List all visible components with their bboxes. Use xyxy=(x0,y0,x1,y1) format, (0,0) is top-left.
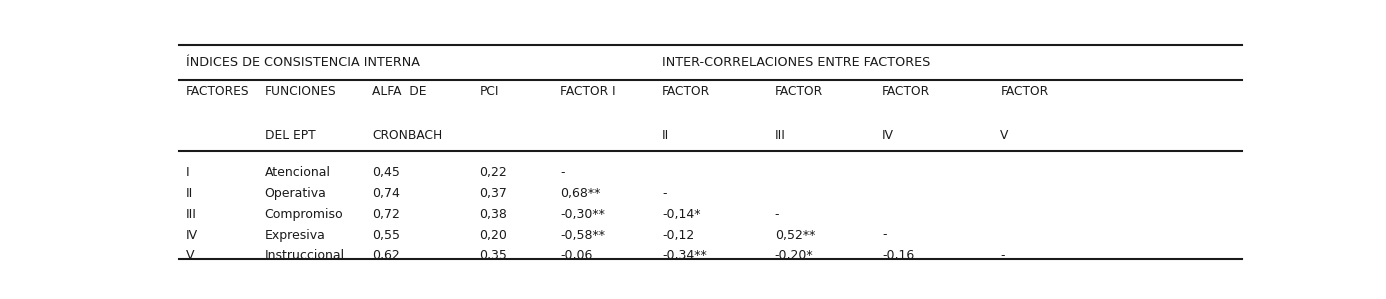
Text: 0,37: 0,37 xyxy=(480,187,507,200)
Text: 0,68**: 0,68** xyxy=(560,187,600,200)
Text: INTER-CORRELACIONES ENTRE FACTORES: INTER-CORRELACIONES ENTRE FACTORES xyxy=(663,56,930,69)
Text: -: - xyxy=(883,228,887,242)
Text: DEL EPT: DEL EPT xyxy=(265,129,315,142)
Text: -0,14*: -0,14* xyxy=(663,208,700,221)
Text: FACTOR: FACTOR xyxy=(775,85,823,98)
Text: 0,22: 0,22 xyxy=(480,166,507,179)
Text: -0,12: -0,12 xyxy=(663,228,694,242)
Text: Expresiva: Expresiva xyxy=(265,228,326,242)
Text: IV: IV xyxy=(186,228,198,242)
Text: 0,72: 0,72 xyxy=(371,208,399,221)
Text: PCI: PCI xyxy=(480,85,499,98)
Text: III: III xyxy=(775,129,786,142)
Text: FUNCIONES: FUNCIONES xyxy=(265,85,337,98)
Text: FACTOR I: FACTOR I xyxy=(560,85,615,98)
Text: -0,20*: -0,20* xyxy=(775,249,814,262)
Text: Instruccional: Instruccional xyxy=(265,249,345,262)
Text: 0,35: 0,35 xyxy=(480,249,507,262)
Text: 0,45: 0,45 xyxy=(371,166,399,179)
Text: II: II xyxy=(186,187,194,200)
Text: V: V xyxy=(186,249,194,262)
Text: IV: IV xyxy=(883,129,894,142)
Text: 0,74: 0,74 xyxy=(371,187,399,200)
Text: -: - xyxy=(775,208,779,221)
Text: ÍNDICES DE CONSISTENCIA INTERNA: ÍNDICES DE CONSISTENCIA INTERNA xyxy=(186,56,420,69)
Text: 0,52**: 0,52** xyxy=(775,228,815,242)
Text: II: II xyxy=(663,129,669,142)
Text: CRONBACH: CRONBACH xyxy=(371,129,442,142)
Text: -: - xyxy=(663,187,667,200)
Text: I: I xyxy=(186,166,190,179)
Text: Operativa: Operativa xyxy=(265,187,327,200)
Text: Compromiso: Compromiso xyxy=(265,208,344,221)
Text: 0,62: 0,62 xyxy=(371,249,399,262)
Text: 0,55: 0,55 xyxy=(371,228,401,242)
Text: Atencional: Atencional xyxy=(265,166,330,179)
Text: -: - xyxy=(560,166,564,179)
Text: FACTOR: FACTOR xyxy=(663,85,710,98)
Text: -0,06: -0,06 xyxy=(560,249,592,262)
Text: 0,38: 0,38 xyxy=(480,208,507,221)
Text: FACTORES: FACTORES xyxy=(186,85,249,98)
Text: -0,58**: -0,58** xyxy=(560,228,604,242)
Text: V: V xyxy=(1001,129,1009,142)
Text: FACTOR: FACTOR xyxy=(883,85,930,98)
Text: III: III xyxy=(186,208,197,221)
Text: -0,34**: -0,34** xyxy=(663,249,707,262)
Text: -0,16: -0,16 xyxy=(883,249,915,262)
Text: -0,30**: -0,30** xyxy=(560,208,604,221)
Text: FACTOR: FACTOR xyxy=(1001,85,1048,98)
Text: 0,20: 0,20 xyxy=(480,228,507,242)
Text: ALFA  DE: ALFA DE xyxy=(371,85,427,98)
Text: -: - xyxy=(1001,249,1005,262)
